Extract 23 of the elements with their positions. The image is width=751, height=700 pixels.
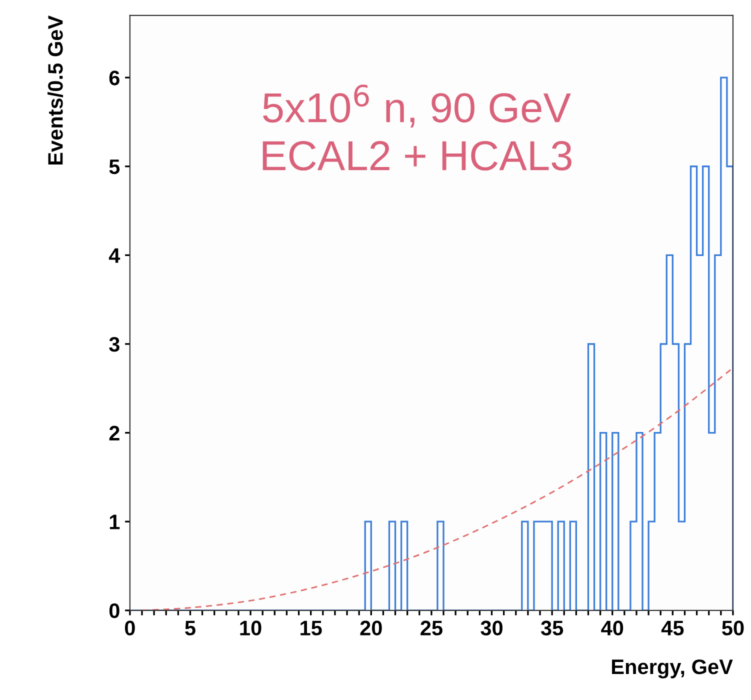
x-tick-label: 30	[480, 620, 502, 636]
x-tick-label: 20	[360, 620, 382, 636]
x-tick-label: 35	[540, 620, 564, 636]
x-tick-label: 0	[124, 620, 135, 636]
annotation: 5x10$^{6}$ n, 90 GeV	[263, 84, 571, 128]
x-tick-label: 10	[240, 620, 262, 636]
y-tick-label: 3	[109, 336, 120, 352]
x-tick-label: 5	[185, 620, 196, 636]
x-tick-label: 50	[722, 620, 744, 636]
x-tick-label: 45	[661, 620, 684, 636]
y-tick-label: 6	[109, 70, 120, 86]
y-tick-label: 5	[109, 160, 120, 174]
y-axis-title: Events/0.5 GeV	[48, 16, 64, 165]
x-tick-label: 15	[300, 620, 322, 636]
y-tick-label: 1	[110, 514, 120, 530]
annotation: ECAL2 + HCAL3	[262, 141, 572, 171]
x-tick-label: 25	[420, 620, 442, 636]
y-tick-label: 0	[109, 603, 120, 618]
x-axis-title: Energy, GeV	[612, 659, 733, 678]
x-tick-label: 40	[601, 620, 624, 636]
line-series	[141, 367, 733, 610]
y-tick-label: 2	[109, 426, 120, 440]
y-tick-label: 4	[108, 248, 120, 263]
